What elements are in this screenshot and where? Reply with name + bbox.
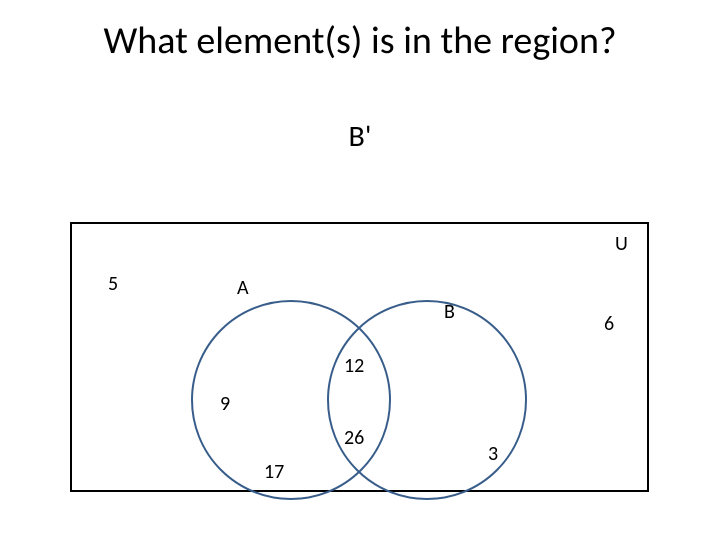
- element-12: 12: [344, 354, 364, 378]
- set-b-circle: [327, 300, 527, 500]
- slide: What element(s) is in the region? B' U A…: [0, 0, 720, 540]
- element-5: 5: [108, 272, 118, 296]
- element-26: 26: [344, 426, 364, 450]
- universe-label: U: [615, 232, 628, 256]
- element-9: 9: [220, 392, 230, 416]
- set-a-label: A: [237, 276, 249, 300]
- element-17: 17: [264, 460, 284, 484]
- set-b-label: B: [444, 300, 455, 324]
- slide-title: What element(s) is in the region?: [0, 18, 720, 64]
- slide-subtitle: B': [0, 118, 720, 155]
- element-6: 6: [604, 312, 614, 336]
- element-3: 3: [488, 442, 498, 466]
